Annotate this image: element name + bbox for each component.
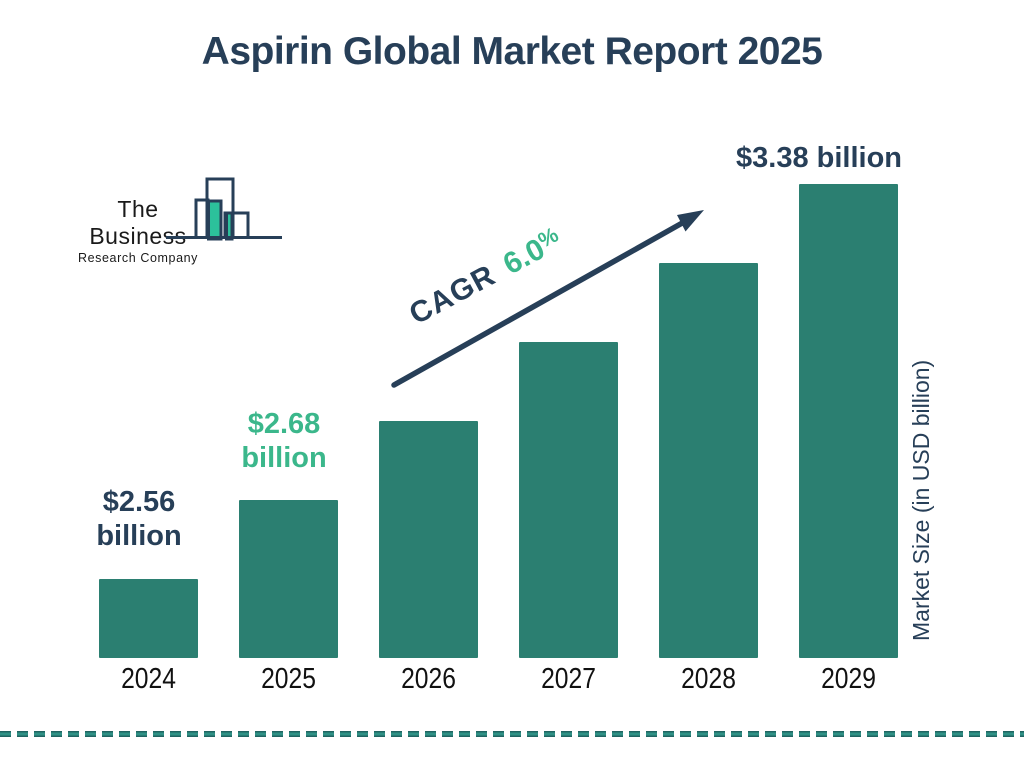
logo-subname: Research Company [77, 251, 199, 265]
bar-2027 [519, 342, 618, 658]
value-label-2029: $3.38 billion [669, 141, 969, 175]
value-label-2025-amount: $2.68 [247, 408, 321, 440]
x-tick-2026: 2026 [401, 663, 456, 695]
bar-2024 [99, 579, 198, 658]
x-tick-2025: 2025 [261, 663, 316, 695]
value-label-2029-amount: $3.38 billion [736, 142, 902, 174]
value-label-2024: $2.56 billion [39, 485, 239, 553]
bar-2029 [799, 184, 898, 658]
bottom-dashed-divider [0, 731, 1024, 737]
bar-2025 [239, 500, 338, 658]
value-label-2024-unit: billion [96, 520, 182, 552]
value-label-2024-amount: $2.56 [102, 486, 176, 518]
value-label-2025: $2.68 billion [184, 407, 384, 475]
bar-2026 [379, 421, 478, 658]
x-tick-2029: 2029 [821, 663, 876, 695]
x-tick-2028: 2028 [681, 663, 736, 695]
y-axis-label: Market Size (in USD billion) [908, 359, 934, 641]
x-tick-2024: 2024 [121, 663, 176, 695]
page-title: Aspirin Global Market Report 2025 [201, 30, 823, 73]
cagr-label: CAGR [404, 258, 502, 332]
cagr-annotation: CAGR6.0% [404, 222, 568, 332]
bar-2028 [659, 263, 758, 658]
value-label-2025-unit: billion [241, 442, 327, 474]
x-tick-2027: 2027 [541, 663, 596, 695]
company-logo-icon [166, 177, 282, 241]
